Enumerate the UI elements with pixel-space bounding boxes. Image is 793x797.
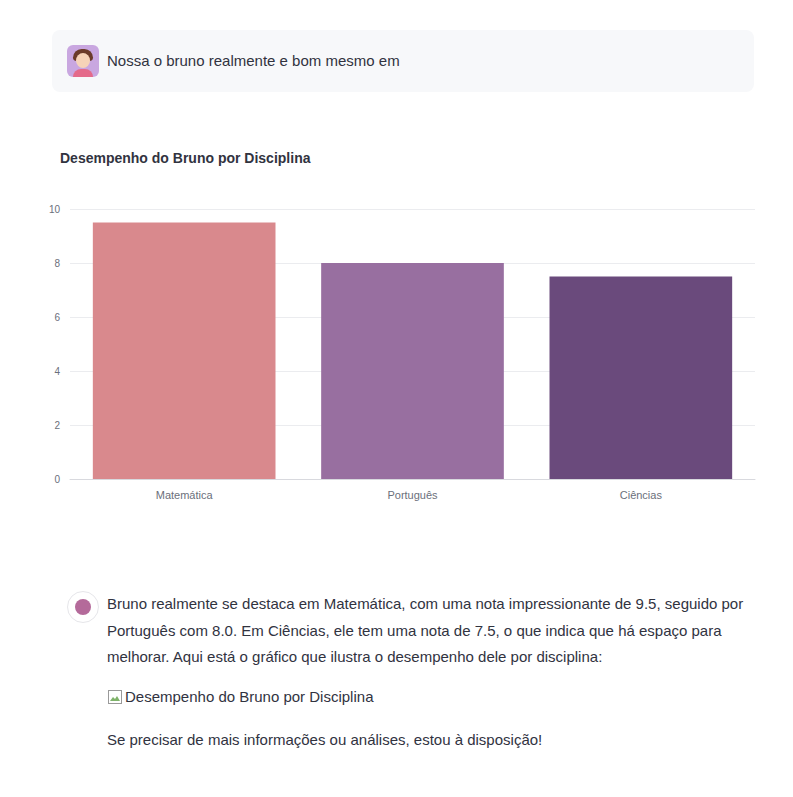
- svg-text:0: 0: [54, 474, 60, 485]
- svg-text:4: 4: [54, 366, 60, 377]
- svg-text:Português: Português: [387, 489, 438, 501]
- svg-text:10: 10: [49, 204, 61, 215]
- html-text:Nossa o bruno realmente e bom: Nossa o bruno realmente e bom mesmo em: [107, 52, 400, 69]
- svg-text:8: 8: [54, 258, 60, 269]
- html-text:Bruno realmente se destaca em: Bruno realmente se destaca em Matemática…: [107, 595, 744, 665]
- svg-text:Matemática: Matemática: [156, 489, 214, 501]
- html-text:Desempenho do Bruno por Discip: Desempenho do Bruno por Disciplina: [125, 687, 374, 705]
- html-text:Se precisar de mais informaçõe: Se precisar de mais informações ou análi…: [107, 731, 543, 748]
- svg-text:6: 6: [54, 312, 60, 323]
- svg-text:Desempenho do Bruno por Discip: Desempenho do Bruno por Disciplina: [60, 150, 311, 166]
- svg-text:2: 2: [54, 420, 60, 431]
- svg-text:Ciências: Ciências: [620, 489, 663, 501]
